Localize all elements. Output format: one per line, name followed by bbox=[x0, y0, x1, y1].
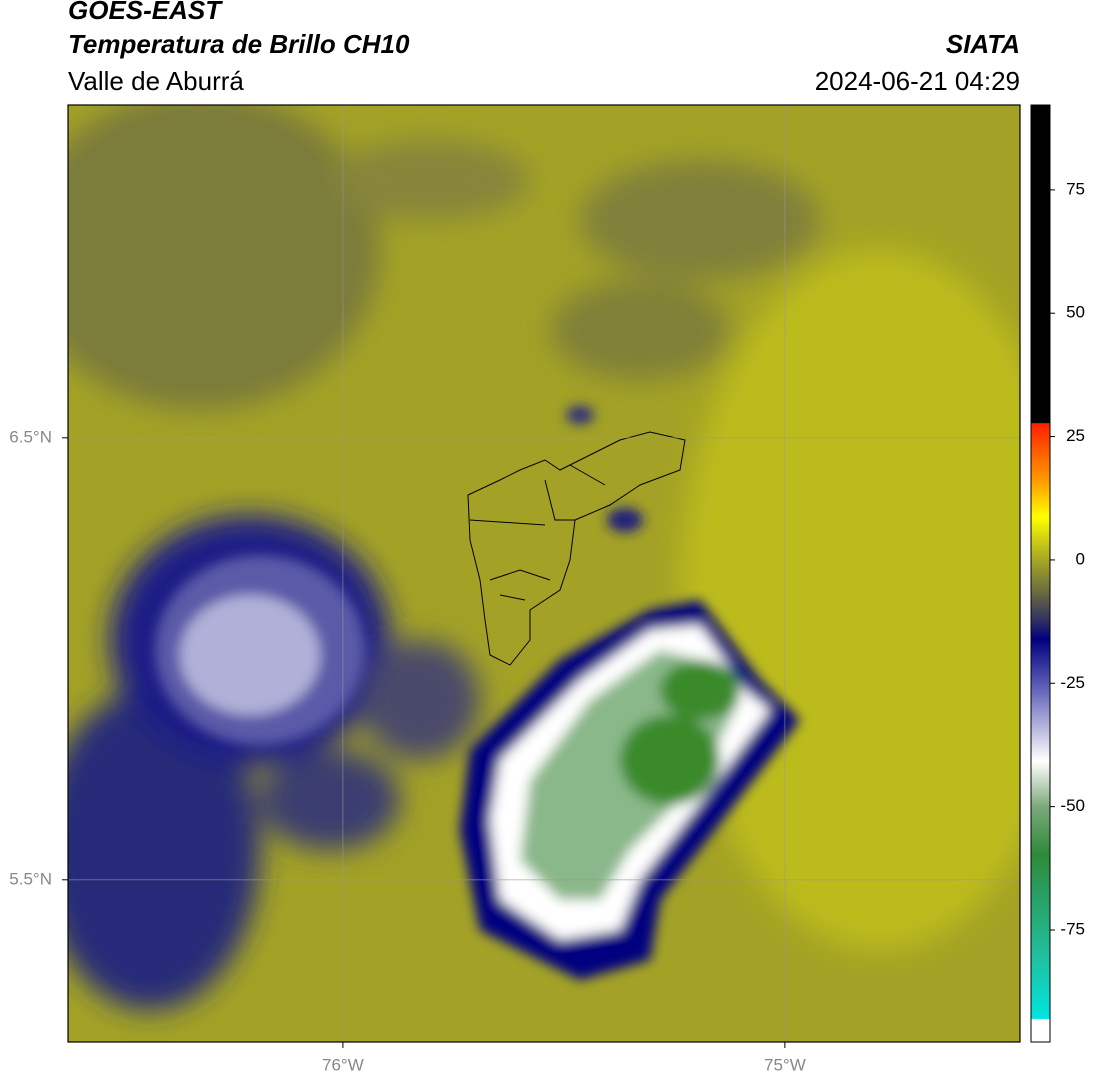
storm-cells bbox=[155, 406, 800, 980]
colorbar bbox=[1030, 104, 1051, 1043]
timestamp: 2024-06-21 04:29 bbox=[815, 66, 1020, 96]
cloud-field bbox=[68, 105, 1020, 1010]
lon-label: 75°W bbox=[764, 1055, 806, 1074]
colorbar-label: -50 bbox=[1060, 796, 1085, 815]
colorbar-label: -25 bbox=[1060, 673, 1085, 692]
lon-label: 76°W bbox=[322, 1055, 364, 1074]
colorbar-label: 75 bbox=[1066, 179, 1085, 198]
lat-label: 5.5°N bbox=[9, 869, 52, 888]
region: Valle de Aburrá bbox=[68, 66, 244, 96]
colorbar-label: 0 bbox=[1076, 549, 1085, 568]
lat-label: 6.5°N bbox=[9, 427, 52, 446]
organization: SIATA bbox=[946, 29, 1020, 59]
map-frame bbox=[67, 104, 1021, 1043]
colorbar-label: 25 bbox=[1066, 426, 1085, 445]
municipality-boundaries bbox=[467, 431, 686, 666]
colorbar-label: -75 bbox=[1060, 919, 1085, 938]
satellite-image bbox=[68, 105, 1020, 1042]
colorbar-label: 50 bbox=[1066, 303, 1085, 322]
title: GOES-EAST bbox=[68, 0, 223, 25]
title: Temperatura de Brillo CH10 bbox=[68, 29, 410, 59]
